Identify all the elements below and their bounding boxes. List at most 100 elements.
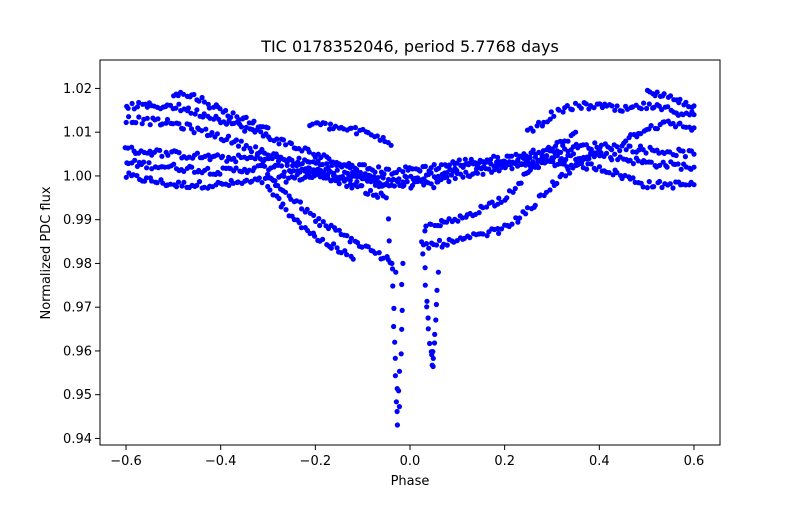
data-point (573, 129, 579, 135)
data-point (176, 121, 182, 127)
data-point (256, 175, 262, 181)
data-point (259, 180, 265, 186)
data-point (588, 161, 594, 167)
data-point (654, 89, 660, 95)
data-point (376, 180, 382, 186)
data-point (309, 121, 315, 127)
data-point (691, 112, 697, 118)
data-point (677, 96, 683, 102)
data-point (456, 157, 462, 163)
data-point (209, 130, 215, 136)
data-point (306, 149, 312, 155)
data-point (367, 187, 374, 194)
data-point (606, 170, 612, 176)
data-point (680, 148, 686, 154)
data-point (196, 98, 202, 104)
data-point (515, 219, 521, 225)
data-point (173, 184, 180, 190)
data-point (532, 164, 539, 170)
data-point (567, 170, 573, 176)
data-point (154, 180, 160, 186)
data-point (129, 144, 135, 150)
data-point (509, 166, 515, 172)
data-point (518, 161, 524, 167)
data-point (556, 107, 562, 113)
data-point (141, 159, 147, 165)
data-point (392, 339, 398, 345)
series-baseline-band-C (122, 140, 697, 177)
data-point (678, 166, 684, 172)
data-point (623, 138, 629, 144)
data-point (431, 340, 438, 346)
data-point (399, 326, 405, 332)
x-tick-label: 0.6 (684, 454, 705, 469)
data-point (185, 105, 191, 111)
data-point (638, 106, 645, 112)
data-point (644, 185, 651, 191)
data-point (513, 151, 519, 157)
data-point (580, 157, 586, 163)
data-point (640, 147, 646, 153)
data-point (563, 173, 569, 179)
data-point (372, 169, 378, 175)
data-point (385, 216, 392, 222)
data-point (436, 237, 443, 243)
data-point (491, 163, 497, 169)
data-point (176, 101, 182, 107)
data-point (651, 184, 657, 190)
data-point (525, 154, 531, 160)
data-point (132, 157, 138, 163)
data-point (201, 111, 207, 117)
data-point (517, 215, 523, 221)
data-point (495, 154, 501, 160)
data-point (311, 212, 317, 218)
data-point (484, 204, 490, 210)
data-point (435, 269, 441, 275)
data-point (233, 159, 239, 165)
data-point (424, 298, 430, 304)
data-point (194, 107, 200, 113)
data-point (591, 154, 597, 160)
y-axis-ticks: 0.94 0.95 0.96 0.97 0.98 0.99 1.00 1.01 1.02 (63, 82, 100, 447)
data-point (474, 170, 481, 176)
data-point (444, 174, 450, 180)
y-tick-label: 1.02 (63, 82, 92, 97)
data-point (501, 158, 507, 164)
data-point (670, 185, 676, 191)
data-point (251, 118, 257, 124)
data-point (691, 182, 697, 188)
data-point (396, 176, 402, 182)
data-point (648, 159, 654, 165)
data-point (348, 235, 354, 241)
data-point (321, 169, 327, 176)
data-point (350, 256, 356, 262)
data-point (523, 211, 529, 217)
data-point (319, 161, 326, 168)
data-point (667, 181, 673, 187)
data-point (513, 215, 519, 221)
data-point (509, 153, 515, 159)
data-point (342, 248, 348, 254)
data-point (393, 269, 399, 275)
data-point (228, 114, 234, 120)
data-point (656, 178, 663, 185)
data-point (641, 100, 647, 106)
data-point (173, 105, 179, 111)
data-point (588, 150, 594, 156)
data-point (530, 147, 536, 153)
data-point (376, 164, 382, 170)
data-point (425, 326, 431, 332)
data-point (667, 93, 674, 99)
data-point (481, 164, 487, 170)
data-point (365, 177, 371, 183)
data-point (238, 138, 244, 144)
data-point (123, 119, 129, 126)
data-point (144, 104, 150, 110)
data-point (194, 150, 200, 156)
data-point (646, 101, 652, 107)
data-point (665, 104, 671, 110)
data-point (578, 105, 584, 111)
data-point (593, 167, 599, 173)
data-point (136, 99, 142, 106)
